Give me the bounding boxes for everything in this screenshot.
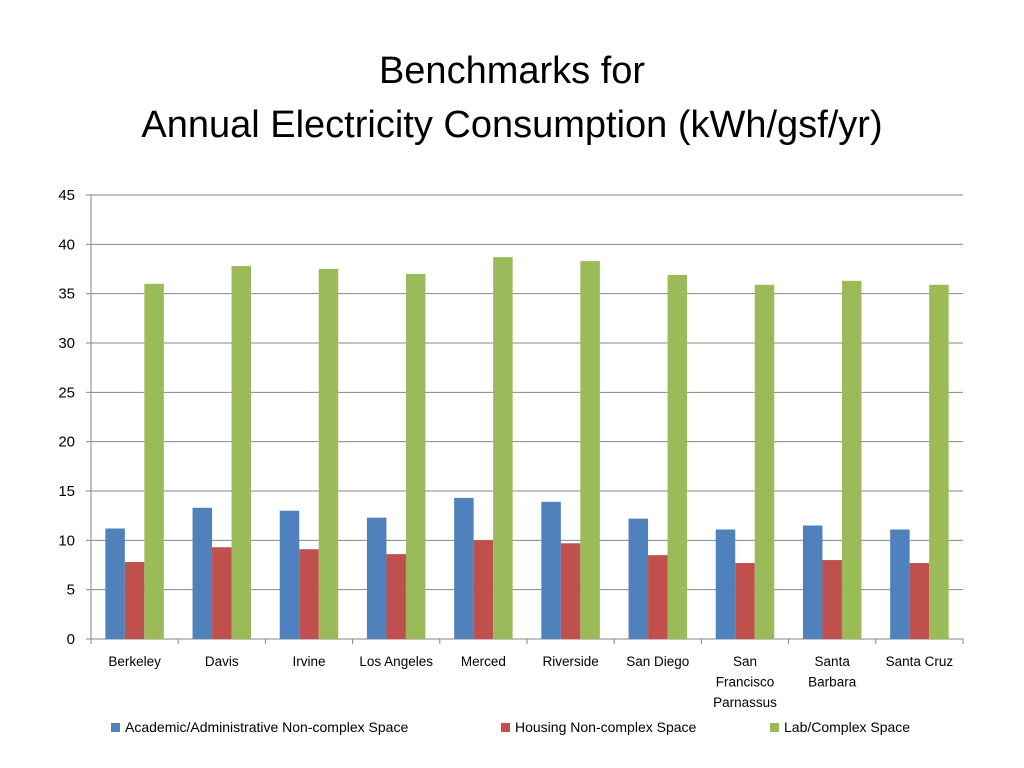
chart-title: Benchmarks for Annual Electricity Consum… [0,44,1024,152]
bar [318,269,339,639]
bar [231,266,252,639]
x-category-label: Berkeley [108,654,161,669]
legend-label-academic: Academic/Administrative Non-complex Spac… [125,719,409,735]
y-tick-label: 45 [58,187,75,204]
bar [493,257,513,639]
x-category-label: San Diego [626,654,689,669]
bar [754,284,775,639]
bar [715,529,736,639]
bar [105,528,125,639]
legend-label-housing: Housing Non-complex Space [515,719,697,735]
bar [279,510,300,639]
bar [454,497,474,639]
x-category-label: Santa [815,654,851,669]
bar [541,501,561,639]
x-category-label: Santa Cruz [886,654,954,669]
x-category-label: Merced [461,654,506,669]
legend-item-housing: Housing Non-complex Space [501,719,696,735]
bar [909,563,930,639]
legend-item-academic: Academic/Administrative Non-complex Spac… [111,719,408,735]
bar [802,525,823,639]
x-category-label: Barbara [808,675,857,690]
x-category-label: San [733,654,757,669]
x-category-label: Davis [205,654,239,669]
bar [580,261,600,639]
bar [560,543,581,639]
bar [299,549,319,639]
bar [473,540,494,639]
y-tick-label: 30 [58,335,75,352]
bar [890,529,910,639]
bar [144,283,164,639]
legend-swatch-lab [770,722,779,732]
bar [667,274,688,639]
y-tick-label: 40 [58,236,75,253]
chart-legend: Academic/Administrative Non-complex Spac… [0,719,1024,741]
x-category-label: Parnassus [713,695,777,710]
bar [124,562,145,639]
bar [628,518,649,639]
bar [192,507,213,639]
x-category-label: Los Angeles [359,654,433,669]
legend-swatch-housing [501,722,510,732]
chart-title-line-1: Benchmarks for [378,50,646,92]
y-tick-label: 25 [58,384,75,401]
y-tick-label: 15 [58,483,75,500]
legend-swatch-academic [111,722,120,732]
x-category-label: Irvine [292,654,325,669]
bar [841,280,862,639]
bar [212,547,232,639]
bar [929,284,949,639]
x-category-label: Riverside [542,654,598,669]
bar [386,554,406,639]
bar [405,273,426,639]
y-tick-label: 35 [58,286,75,303]
legend-item-lab: Lab/Complex Space [770,719,910,735]
y-tick-label: 0 [67,631,75,648]
chart-title-line-2: Annual Electricity Consumption (kWh/gsf/… [141,104,883,146]
x-category-label: Francisco [716,675,775,690]
bar [366,517,387,639]
bar [735,563,755,639]
bar [648,555,668,639]
legend-label-lab: Lab/Complex Space [784,719,911,735]
y-tick-label: 20 [58,434,75,451]
y-tick-label: 10 [58,532,75,549]
y-tick-label: 5 [67,582,75,599]
bar [822,560,842,639]
